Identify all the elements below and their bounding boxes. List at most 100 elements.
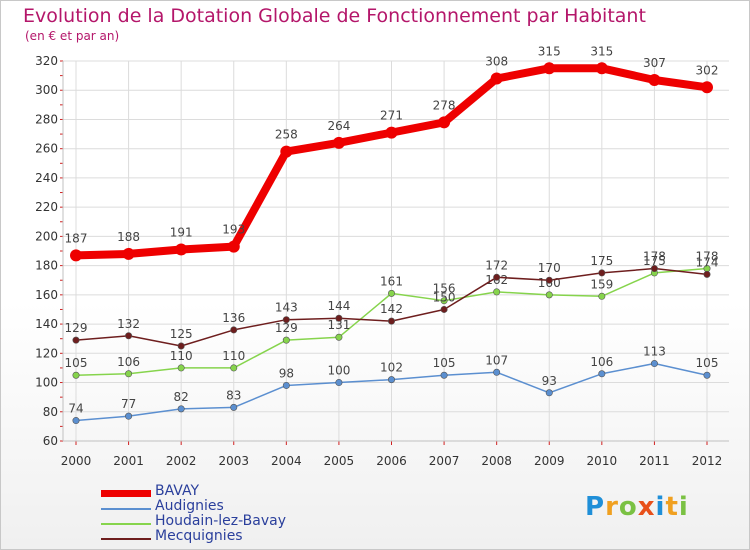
- y-tick-label-140: 140: [35, 317, 58, 331]
- data-point-mecquignies: [703, 270, 711, 278]
- data-point-bavay: [175, 243, 188, 256]
- data-point-bavay: [280, 145, 293, 158]
- data-point-bavay: [385, 126, 398, 139]
- data-point-mecquignies: [125, 332, 133, 340]
- data-point-houdain-lez-bavay: [598, 292, 606, 300]
- data-label-houdain-lez-bavay: 178: [696, 250, 719, 264]
- data-label-houdain-lez-bavay: 129: [275, 321, 298, 335]
- data-label-bavay: 258: [275, 128, 298, 142]
- data-point-mecquignies: [177, 342, 185, 350]
- y-tick-label-60: 60: [43, 434, 58, 448]
- data-label-mecquignies: 150: [433, 290, 456, 304]
- data-point-houdain-lez-bavay: [440, 297, 448, 305]
- data-point-audignies: [493, 368, 501, 376]
- data-label-mecquignies: 136: [222, 311, 245, 325]
- y-tick-label-300: 300: [35, 83, 58, 97]
- data-point-bavay: [122, 247, 135, 260]
- chart-subtitle: (en € et par an): [25, 29, 120, 43]
- logo-letter: i: [655, 492, 666, 522]
- data-point-bavay: [70, 249, 82, 262]
- data-point-audignies: [598, 370, 606, 378]
- data-point-mecquignies: [598, 269, 606, 277]
- data-point-audignies: [545, 389, 553, 397]
- data-label-mecquignies: 142: [380, 302, 403, 316]
- data-label-bavay: 278: [433, 98, 456, 112]
- y-tick-label-280: 280: [35, 112, 58, 126]
- logo-letter: o: [618, 492, 638, 522]
- data-label-houdain-lez-bavay: 106: [117, 355, 140, 369]
- x-tick-label-2003: 2003: [218, 454, 249, 468]
- data-point-audignies: [125, 412, 133, 420]
- x-tick-label-2007: 2007: [429, 454, 460, 468]
- logo-letter: r: [605, 492, 619, 522]
- y-tick-label-120: 120: [35, 346, 58, 360]
- data-label-houdain-lez-bavay: 110: [222, 349, 245, 363]
- data-point-houdain-lez-bavay: [72, 371, 80, 379]
- data-label-mecquignies: 143: [275, 301, 298, 315]
- data-point-mecquignies: [387, 317, 395, 325]
- data-point-bavay: [332, 136, 345, 149]
- legend-swatch-bavay: [101, 490, 151, 497]
- data-point-bavay: [490, 72, 503, 85]
- data-label-houdain-lez-bavay: 156: [433, 282, 456, 296]
- data-label-bavay: 188: [117, 230, 140, 244]
- data-point-houdain-lez-bavay: [177, 364, 185, 372]
- data-label-houdain-lez-bavay: 159: [590, 277, 613, 291]
- data-label-mecquignies: 144: [327, 299, 350, 313]
- data-label-mecquignies: 129: [65, 321, 88, 335]
- data-label-bavay: 187: [65, 231, 88, 245]
- data-label-bavay: 315: [590, 44, 613, 58]
- data-label-houdain-lez-bavay: 110: [170, 349, 193, 363]
- data-label-audignies: 83: [226, 388, 241, 402]
- data-point-audignies: [335, 379, 343, 387]
- data-label-audignies: 77: [121, 397, 136, 411]
- proxiti-logo: Proxiti: [585, 492, 689, 522]
- data-label-mecquignies: 125: [170, 327, 193, 341]
- data-label-audignies: 93: [542, 374, 557, 388]
- x-tick-label-2004: 2004: [271, 454, 302, 468]
- data-label-audignies: 74: [68, 402, 83, 416]
- data-label-mecquignies: 172: [485, 258, 508, 272]
- data-label-mecquignies: 174: [696, 255, 719, 269]
- y-tick-label-180: 180: [35, 259, 58, 273]
- data-label-bavay: 302: [696, 63, 719, 77]
- logo-letter: t: [665, 492, 679, 522]
- x-tick-label-2009: 2009: [534, 454, 565, 468]
- data-point-audignies: [440, 371, 448, 379]
- data-label-mecquignies: 175: [590, 254, 613, 268]
- data-label-mecquignies: 132: [117, 317, 140, 331]
- data-point-mecquignies: [650, 265, 658, 273]
- data-point-mecquignies: [72, 336, 80, 344]
- y-tick-label-220: 220: [35, 200, 58, 214]
- y-tick-label-260: 260: [35, 142, 58, 156]
- logo-letter: P: [585, 492, 606, 522]
- y-tick-label-100: 100: [35, 376, 58, 390]
- data-label-bavay: 315: [538, 44, 561, 58]
- x-tick-label-2000: 2000: [61, 454, 92, 468]
- data-label-houdain-lez-bavay: 175: [643, 254, 666, 268]
- legend-swatch-audignies: [101, 508, 151, 510]
- data-point-houdain-lez-bavay: [493, 288, 501, 296]
- data-point-audignies: [230, 403, 238, 411]
- legend-swatch-houdain-lez-bavay: [101, 523, 151, 525]
- y-tick-label-80: 80: [43, 405, 58, 419]
- data-label-audignies: 82: [174, 390, 189, 404]
- data-point-audignies: [282, 381, 290, 389]
- data-point-mecquignies: [493, 273, 501, 281]
- data-label-audignies: 106: [590, 355, 613, 369]
- data-point-bavay: [543, 62, 556, 75]
- data-label-houdain-lez-bavay: 131: [327, 318, 350, 332]
- x-tick-label-2002: 2002: [166, 454, 197, 468]
- data-label-audignies: 105: [696, 356, 719, 370]
- data-point-mecquignies: [230, 326, 238, 334]
- data-label-mecquignies: 170: [538, 261, 561, 275]
- data-point-audignies: [703, 371, 711, 379]
- data-point-bavay: [227, 240, 240, 253]
- x-tick-label-2005: 2005: [324, 454, 355, 468]
- data-point-audignies: [387, 376, 395, 384]
- data-label-audignies: 105: [433, 356, 456, 370]
- data-point-houdain-lez-bavay: [230, 364, 238, 372]
- data-label-houdain-lez-bavay: 161: [380, 274, 403, 288]
